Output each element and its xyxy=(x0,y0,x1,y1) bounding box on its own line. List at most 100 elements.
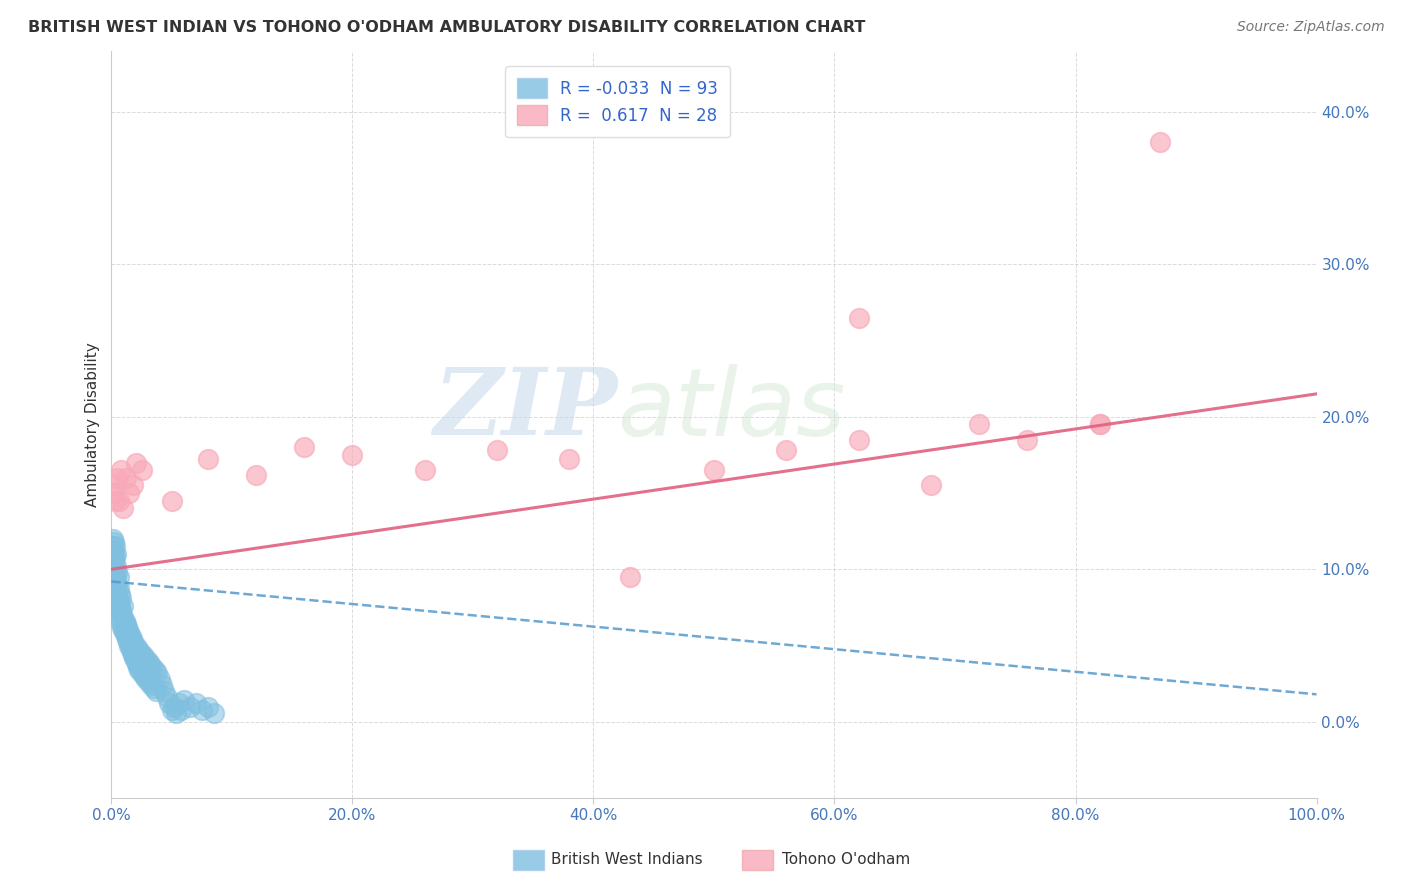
Point xyxy=(107,590,129,604)
Point xyxy=(121,645,143,659)
Point xyxy=(112,501,135,516)
Point xyxy=(124,639,146,653)
Point xyxy=(110,463,132,477)
Point xyxy=(107,592,129,607)
Point xyxy=(118,626,141,640)
Point xyxy=(1088,417,1111,432)
Point xyxy=(486,443,509,458)
Point xyxy=(107,581,129,595)
Point xyxy=(138,675,160,690)
Point xyxy=(141,660,163,674)
Point xyxy=(104,574,127,589)
Point xyxy=(115,471,138,485)
Point xyxy=(156,690,179,705)
Point xyxy=(150,678,173,692)
Point xyxy=(848,433,870,447)
Point xyxy=(125,657,148,671)
Point xyxy=(166,706,188,720)
Legend: R = -0.033  N = 93, R =  0.617  N = 28: R = -0.033 N = 93, R = 0.617 N = 28 xyxy=(505,67,730,137)
Point xyxy=(104,562,127,576)
Point xyxy=(122,478,145,492)
Text: atlas: atlas xyxy=(617,364,846,455)
Point xyxy=(118,486,141,500)
Point xyxy=(104,540,127,554)
Point xyxy=(342,448,364,462)
Point xyxy=(105,592,128,607)
Point xyxy=(160,493,183,508)
Point xyxy=(115,629,138,643)
Point xyxy=(115,620,138,634)
Point xyxy=(107,493,129,508)
Point xyxy=(163,699,186,714)
Point xyxy=(157,697,180,711)
Point xyxy=(245,467,267,482)
Point xyxy=(184,697,207,711)
Point xyxy=(170,703,193,717)
Point xyxy=(142,681,165,696)
Point xyxy=(107,471,129,485)
Point xyxy=(107,566,129,580)
Point xyxy=(104,493,127,508)
Point xyxy=(122,648,145,662)
Point xyxy=(191,703,214,717)
Point xyxy=(124,456,146,470)
Point xyxy=(197,699,219,714)
Point xyxy=(101,550,124,565)
Point xyxy=(114,626,136,640)
Point xyxy=(149,672,172,686)
Point xyxy=(103,544,125,558)
Point xyxy=(143,663,166,677)
Point xyxy=(110,615,132,630)
Point xyxy=(848,310,870,325)
Point xyxy=(132,669,155,683)
Point xyxy=(135,672,157,686)
Y-axis label: Ambulatory Disability: Ambulatory Disability xyxy=(86,342,100,507)
Point xyxy=(117,624,139,638)
Point xyxy=(197,452,219,467)
Point xyxy=(103,486,125,500)
Point xyxy=(920,478,942,492)
Point xyxy=(121,632,143,647)
Point xyxy=(131,463,153,477)
Point xyxy=(160,703,183,717)
Point xyxy=(107,577,129,591)
Point xyxy=(108,599,131,613)
Point xyxy=(145,684,167,698)
Point xyxy=(132,648,155,662)
Point xyxy=(127,641,149,656)
Point xyxy=(107,605,129,619)
Point xyxy=(139,657,162,671)
Point xyxy=(112,624,135,638)
Point xyxy=(110,591,132,606)
Point xyxy=(110,603,132,617)
Point xyxy=(146,665,169,680)
Point xyxy=(112,599,135,613)
Point xyxy=(179,699,201,714)
Point xyxy=(775,443,797,458)
Point xyxy=(292,440,315,454)
Point xyxy=(105,581,128,595)
Point xyxy=(111,607,134,622)
Text: ZIP: ZIP xyxy=(433,365,617,454)
Point xyxy=(101,562,124,576)
Point xyxy=(202,706,225,720)
Point xyxy=(120,629,142,643)
Text: British West Indians: British West Indians xyxy=(551,853,703,867)
Point xyxy=(111,620,134,634)
Point xyxy=(103,577,125,591)
Point xyxy=(122,635,145,649)
Point xyxy=(1088,417,1111,432)
Point xyxy=(136,654,159,668)
Point xyxy=(124,654,146,668)
Point xyxy=(108,587,131,601)
Point xyxy=(104,585,127,599)
Point xyxy=(558,452,581,467)
Point xyxy=(105,559,128,574)
Point xyxy=(101,570,124,584)
Point xyxy=(103,555,125,569)
Point xyxy=(703,463,725,477)
Point xyxy=(967,417,990,432)
Point xyxy=(101,532,124,546)
Point xyxy=(103,566,125,580)
Point xyxy=(619,570,641,584)
